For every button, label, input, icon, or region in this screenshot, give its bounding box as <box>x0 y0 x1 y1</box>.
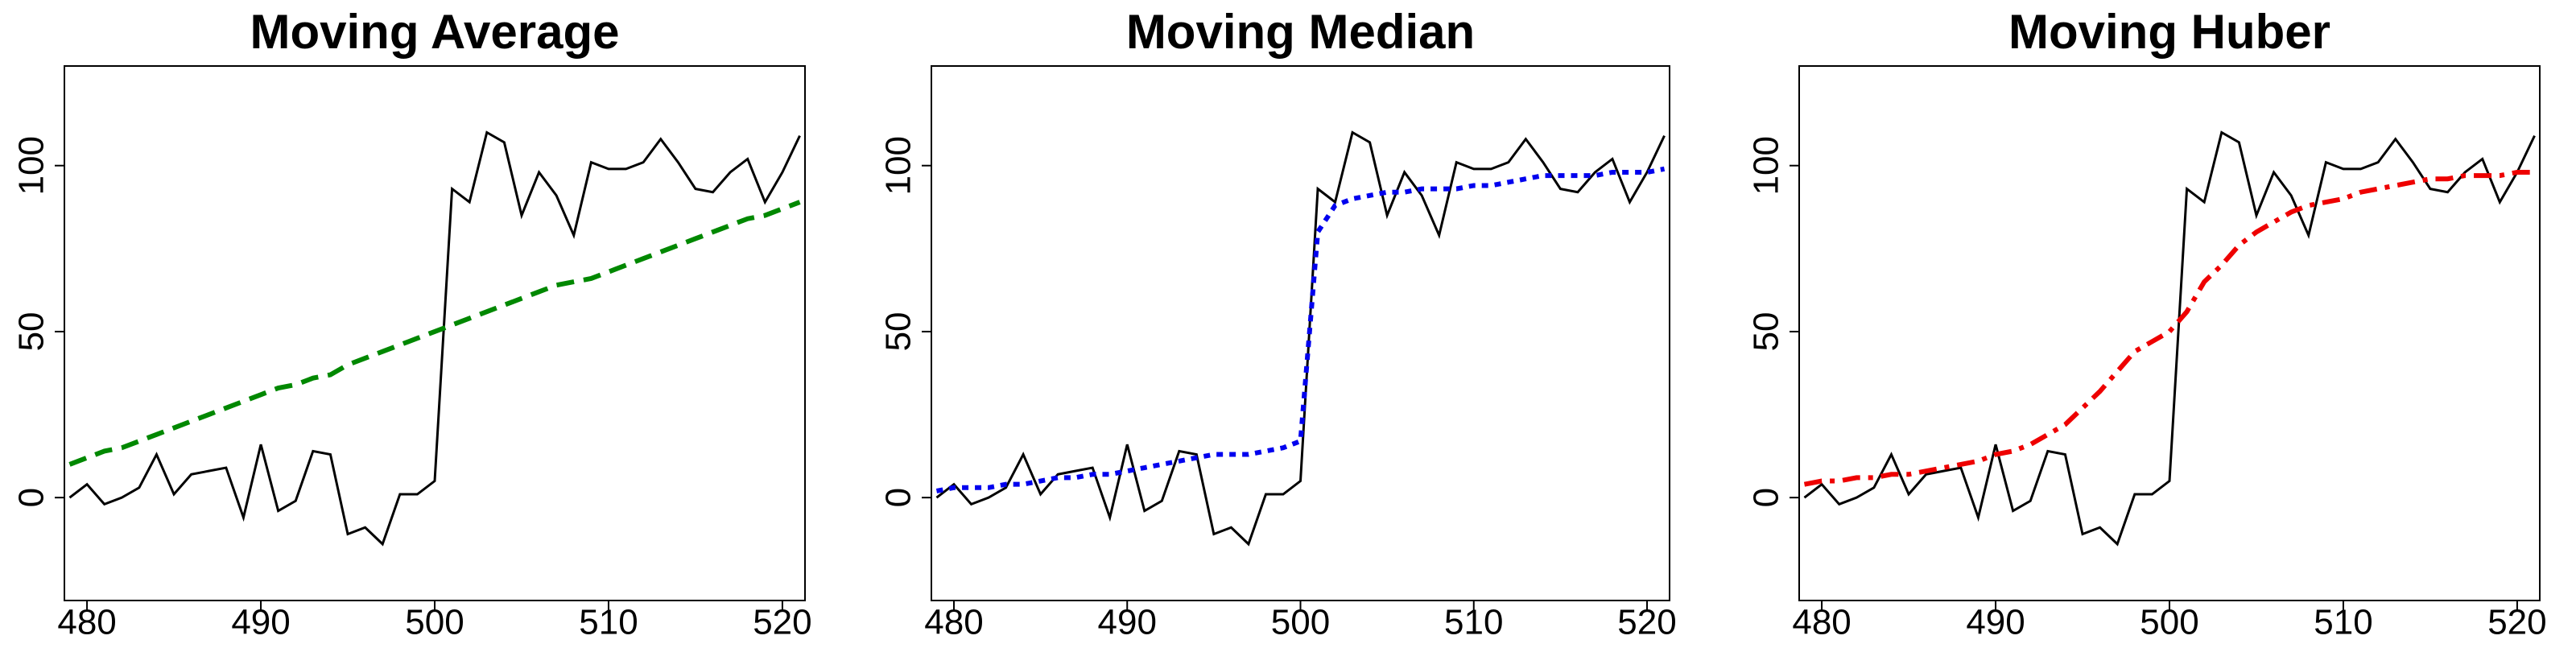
series-line <box>1803 169 2535 487</box>
x-tick-label: 500 <box>1271 603 1330 642</box>
x-tick-label: 520 <box>2487 603 2546 642</box>
x-tick-label: 510 <box>2314 603 2372 642</box>
y-tick-label: 100 <box>1747 136 1786 195</box>
panel: Moving Huber 480 490 500 510 520 0 50 100 <box>1747 5 2547 642</box>
y-tick-label: 100 <box>12 136 52 195</box>
x-tick-label: 490 <box>1966 603 2025 642</box>
series-line <box>68 200 801 467</box>
panel: Moving Median 480 490 500 510 520 0 50 100 <box>879 5 1677 642</box>
chart-title: Moving Average <box>250 5 620 59</box>
x-tick-label: 490 <box>231 603 290 642</box>
chart-title: Moving Median <box>1126 5 1475 59</box>
x-tick-label: 520 <box>753 603 811 642</box>
panel: Moving Average 480 490 500 510 520 0 50 100 <box>12 5 812 642</box>
x-tick-label: 500 <box>2140 603 2198 642</box>
series-line <box>68 130 801 547</box>
y-tick-label: 50 <box>879 312 919 351</box>
x-tick-label: 480 <box>57 603 116 642</box>
series-line <box>935 166 1666 493</box>
plot-frame <box>931 65 1670 601</box>
x-tick-label: 480 <box>924 603 983 642</box>
x-tick-label: 510 <box>579 603 638 642</box>
plot-frame <box>1798 65 2541 601</box>
chart-title: Moving Huber <box>2008 5 2330 59</box>
y-tick-label: 0 <box>879 488 919 507</box>
plot-frame <box>64 65 806 601</box>
series-line <box>935 130 1666 547</box>
x-tick-label: 480 <box>1792 603 1851 642</box>
y-tick-label: 0 <box>1747 488 1786 507</box>
series-line <box>1803 130 2536 547</box>
x-tick-label: 520 <box>1617 603 1676 642</box>
x-tick-label: 510 <box>1444 603 1503 642</box>
y-tick-label: 50 <box>1747 312 1786 351</box>
y-tick-label: 0 <box>12 488 52 507</box>
x-tick-label: 500 <box>405 603 464 642</box>
y-tick-label: 100 <box>879 136 919 195</box>
x-tick-label: 490 <box>1098 603 1157 642</box>
y-tick-label: 50 <box>12 312 52 351</box>
